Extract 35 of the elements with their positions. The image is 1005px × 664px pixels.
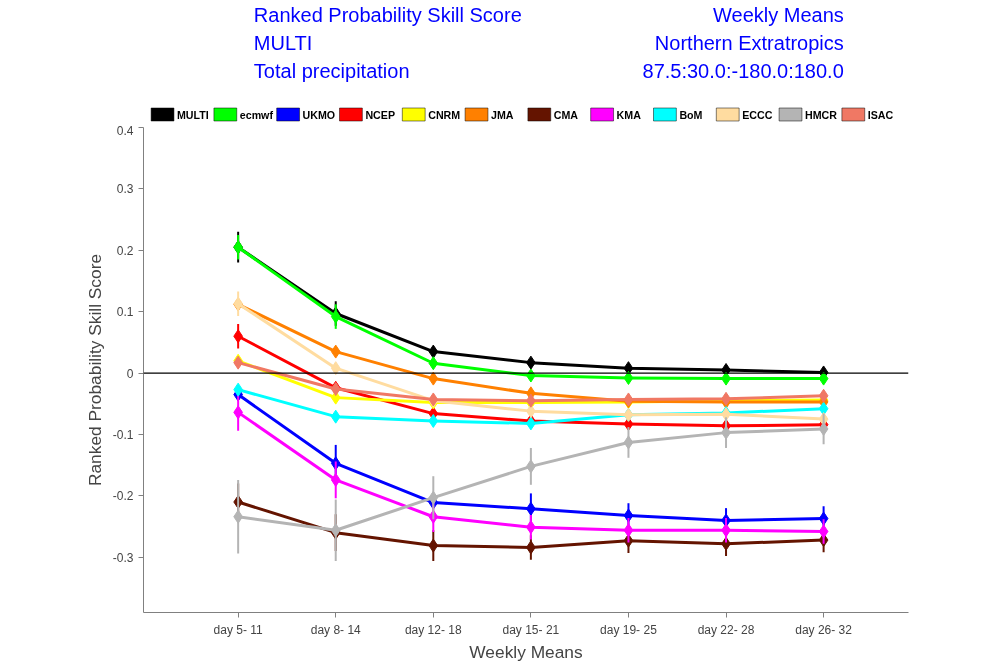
legend-label: NCEP xyxy=(365,108,395,121)
legend-label: MULTI xyxy=(176,108,209,121)
legend-label: CMA xyxy=(553,108,579,121)
chart-title: Ranked Probability Skill Score xyxy=(253,3,522,26)
text: Northern Extratropics xyxy=(654,31,844,54)
y-tick-label: -0.1 xyxy=(112,427,134,442)
legend-label: KMA xyxy=(616,108,642,121)
legend-label: CNRM xyxy=(428,108,461,121)
legend-label: BoM xyxy=(679,108,703,121)
legend-label: HMCR xyxy=(804,108,838,121)
y-tick-label: -0.3 xyxy=(112,550,134,565)
x-tick-label: day 19- 25 xyxy=(600,622,658,637)
x-axis-title: Weekly Means xyxy=(469,641,583,662)
legend-label: UKMO xyxy=(302,108,336,121)
chart-subtitle: MULTI xyxy=(253,31,313,54)
text: Total precipitation xyxy=(253,59,410,82)
x-tick-label: day 5- 11 xyxy=(213,622,264,637)
legend-label: ecmwf xyxy=(239,108,274,121)
x-tick-label: day 8- 14 xyxy=(310,622,362,637)
x-tick-label: day 12- 18 xyxy=(404,622,462,637)
y-tick-label: 0.1 xyxy=(116,305,134,320)
y-tick-label: 0.2 xyxy=(116,243,134,258)
legend-label: ECCC xyxy=(742,108,773,121)
y-tick-label: -0.2 xyxy=(112,489,134,504)
y-axis-title: Ranked Probability Skill Score xyxy=(84,253,105,487)
x-tick-label: day 15- 21 xyxy=(502,622,560,637)
legend-label: ISAC xyxy=(867,108,894,121)
y-tick-label: 0 xyxy=(126,366,134,381)
legend-label: JMA xyxy=(490,108,514,121)
y-tick-label: 0.4 xyxy=(116,123,134,138)
x-tick-label: day 22- 28 xyxy=(697,622,755,637)
text: Weekly Means xyxy=(713,3,844,26)
text: 87.5:30.0:-180.0:180.0 xyxy=(642,59,844,82)
y-tick-label: 0.3 xyxy=(116,182,134,197)
x-tick-label: day 26- 32 xyxy=(795,622,853,637)
